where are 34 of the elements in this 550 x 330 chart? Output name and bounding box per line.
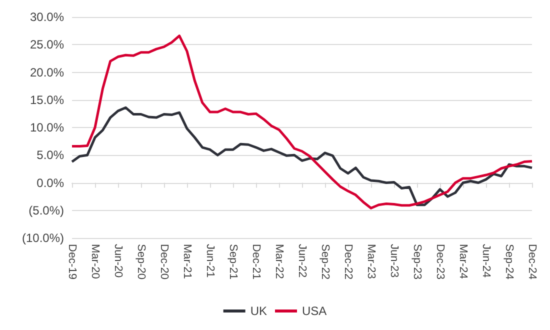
legend-label: UK [250,304,267,318]
x-tick-label: Jun-22 [296,244,308,278]
y-tick-label: 25.0% [30,38,64,52]
line-series [70,34,534,210]
y-tick-label: (10.0%) [22,231,64,245]
y-tick-label: 15.0% [30,92,64,107]
x-tick-label: Jun-21 [204,244,216,278]
x-tick-label: Jun-24 [480,244,492,278]
x-tick-label: Sep-22 [319,244,331,280]
x-tick-label: Sep-23 [411,244,423,280]
y-tick-label: 30.0% [30,10,64,24]
x-tick-label: Jun-23 [388,244,400,278]
x-tick-label: Sep-20 [135,244,147,280]
x-tick-label: Mar-22 [273,244,285,279]
x-tick-label: Mar-20 [89,244,101,279]
x-tick-label: Jun-20 [112,244,124,278]
x-tick-label: Mar-24 [457,244,469,279]
x-tick-label: Sep-21 [227,244,239,280]
y-tick-label: (5.0%) [28,203,64,218]
line-series [70,106,534,206]
x-tick-label: Dec-21 [250,244,262,280]
x-tick-label: Dec-20 [158,244,170,280]
y-tick-label: 10.0% [30,120,64,134]
x-tick-label: Dec-23 [434,244,446,280]
x-tick-label: Dec-19 [66,244,78,280]
y-tick-label: 5.0% [36,148,64,162]
x-tick-label: Dec-24 [526,244,538,280]
x-tick-label: Mar-23 [365,244,377,279]
y-tick-label: 0.0% [36,176,64,190]
legend-label: USA [302,304,327,318]
x-tick-label: Sep-24 [503,244,515,280]
x-tick-label: Mar-21 [181,244,193,279]
y-tick-label: 20.0% [30,65,64,80]
x-tick-label: Dec-22 [342,244,354,280]
